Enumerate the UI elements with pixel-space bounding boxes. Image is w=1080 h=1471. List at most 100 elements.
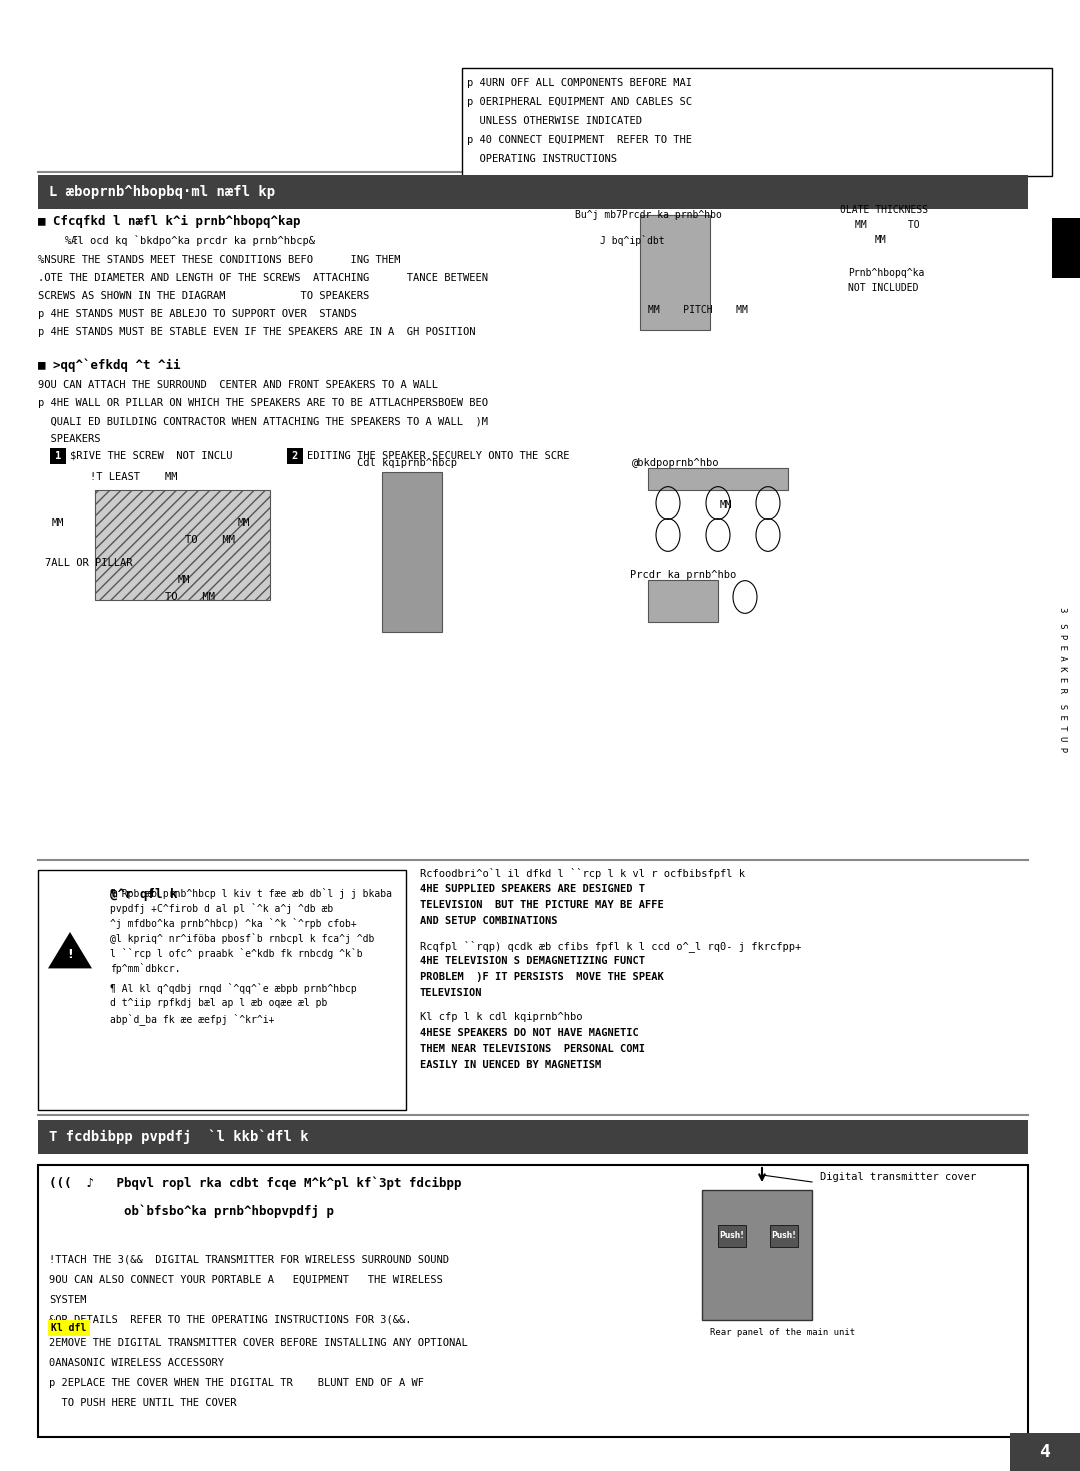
Text: EDITING THE SPEAKER SECURELY ONTO THE SCRE: EDITING THE SPEAKER SECURELY ONTO THE SC… [307,452,569,460]
Bar [50,449,66,463]
Text: Prcdr ka prnb^hbo: Prcdr ka prnb^hbo [630,569,737,580]
Bar [38,1119,1028,1155]
Text: 9OU CAN ATTACH THE SURROUND  CENTER AND FRONT SPEAKERS TO A WALL: 9OU CAN ATTACH THE SURROUND CENTER AND F… [38,380,438,390]
Text: 4HESE SPEAKERS DO NOT HAVE MAGNETIC: 4HESE SPEAKERS DO NOT HAVE MAGNETIC [420,1028,638,1039]
Text: Kl cfp l k cdl kqiprnb^hbo: Kl cfp l k cdl kqiprnb^hbo [420,1012,582,1022]
Text: 2EMOVE THE DIGITAL TRANSMITTER COVER BEFORE INSTALLING ANY OPTIONAL: 2EMOVE THE DIGITAL TRANSMITTER COVER BEF… [49,1339,468,1347]
Text: ^j mfdbo^ka prnb^hbcp) ^ka `^k `^rpb cfob+: ^j mfdbo^ka prnb^hbcp) ^ka `^k `^rpb cfo… [110,918,356,930]
Text: %NSURE THE STANDS MEET THESE CONDITIONS BEFO      ING THEM: %NSURE THE STANDS MEET THESE CONDITIONS … [38,254,401,265]
Text: @bkdpoprnb^hbo: @bkdpoprnb^hbo [632,457,719,468]
Text: ■ Cfcqfkd l næfl k^i prnb^hbopq^kap: ■ Cfcqfkd l næfl k^i prnb^hbopq^kap [38,215,300,228]
Text: Bu^j mb7Prcdr ka prnb^hbo: Bu^j mb7Prcdr ka prnb^hbo [575,210,721,221]
Text: @l kpriq^ nr^iföba pbosf`b rnbcpl k fca^j ^db: @l kpriq^ nr^iföba pbosf`b rnbcpl k fca^… [110,933,375,944]
Text: fp^mm`dbkcr.: fp^mm`dbkcr. [110,964,180,974]
Text: SCREWS AS SHOWN IN THE DIAGRAM            TO SPEAKERS: SCREWS AS SHOWN IN THE DIAGRAM TO SPEAKE… [38,291,369,302]
Text: TO PUSH HERE UNTIL THE COVER: TO PUSH HERE UNTIL THE COVER [49,1397,237,1408]
Bar [640,215,710,330]
Text: 1: 1 [55,452,62,460]
Text: p 0ERIPHERAL EQUIPMENT AND CABLES SC: p 0ERIPHERAL EQUIPMENT AND CABLES SC [468,97,692,107]
Text: MM: MM [238,518,251,528]
Text: TELEVISION: TELEVISION [420,989,483,997]
Text: MM: MM [875,235,887,246]
Text: pvpdfj +C^firob d al pl `^k a^j ^db æb: pvpdfj +C^firob d al pl `^k a^j ^db æb [110,903,334,913]
Text: Kl dfl: Kl dfl [52,1322,86,1333]
Text: ¶ Rpb æb prnb^hbcp l kiv t fæe æb db`l j j bkaba: ¶ Rpb æb prnb^hbcp l kiv t fæe æb db`l j… [110,888,392,899]
Text: PROBLEM  )F IT PERSISTS  MOVE THE SPEAK: PROBLEM )F IT PERSISTS MOVE THE SPEAK [420,972,664,983]
Bar [462,68,1052,177]
Text: $RIVE THE SCREW  NOT INCLU: $RIVE THE SCREW NOT INCLU [70,452,232,460]
Text: @^r qfl k: @^r qfl k [110,888,177,902]
Text: TELEVISION  BUT THE PICTURE MAY BE AFFE: TELEVISION BUT THE PICTURE MAY BE AFFE [420,900,664,911]
Text: QUALI ED BUILDING CONTRACTOR WHEN ATTACHING THE SPEAKERS TO A WALL  )M: QUALI ED BUILDING CONTRACTOR WHEN ATTACH… [38,416,488,427]
Bar [702,1190,812,1319]
Text: 4HE TELEVISION S DEMAGNETIZING FUNCT: 4HE TELEVISION S DEMAGNETIZING FUNCT [420,956,645,966]
Text: EASILY IN UENCED BY MAGNETISM: EASILY IN UENCED BY MAGNETISM [420,1061,602,1069]
Bar [38,175,1028,209]
Text: p 40 CONNECT EQUIPMENT  REFER TO THE: p 40 CONNECT EQUIPMENT REFER TO THE [468,135,692,146]
Text: 2: 2 [292,452,298,460]
Text: 4HE SUPPLIED SPEAKERS ARE DESIGNED T: 4HE SUPPLIED SPEAKERS ARE DESIGNED T [420,884,645,894]
Text: 4: 4 [1040,1443,1051,1461]
Text: Push!: Push! [719,1231,744,1240]
Text: %Æl ocd kq `bkdpo^ka prcdr ka prnb^hbcp&: %Æl ocd kq `bkdpo^ka prcdr ka prnb^hbcp& [65,235,315,246]
Bar [95,490,270,600]
Text: L æboprnb^hbopbq·ml næfl kp: L æboprnb^hbopbq·ml næfl kp [49,185,275,199]
Bar [770,1225,798,1247]
Text: SYSTEM: SYSTEM [49,1294,86,1305]
Text: 7ALL OR PILLAR: 7ALL OR PILLAR [45,558,133,568]
Text: !TTACH THE 3(&&  DIGITAL TRANSMITTER FOR WIRELESS SURROUND SOUND: !TTACH THE 3(&& DIGITAL TRANSMITTER FOR … [49,1255,449,1265]
Text: ¶ Al kl q^qdbj rnqd `^qq^`e æbpb prnb^hbcp: ¶ Al kl q^qdbj rnqd `^qq^`e æbpb prnb^hb… [110,983,356,994]
Text: 0ANASONIC WIRELESS ACCESSORY: 0ANASONIC WIRELESS ACCESSORY [49,1358,224,1368]
Text: .OTE THE DIAMETER AND LENGTH OF THE SCREWS  ATTACHING      TANCE BETWEEN: .OTE THE DIAMETER AND LENGTH OF THE SCRE… [38,274,488,282]
Text: MM    PITCH    MM: MM PITCH MM [648,304,747,315]
Text: 0LATE THICKNESS: 0LATE THICKNESS [840,204,928,215]
Text: Cdl kqiprnb^hbcp: Cdl kqiprnb^hbcp [357,457,457,468]
Text: 3  S P E A K E R  S E T U P: 3 S P E A K E R S E T U P [1057,608,1067,753]
Text: Prnb^hbopq^ka: Prnb^hbopq^ka [848,268,924,278]
Text: p 2EPLACE THE COVER WHEN THE DIGITAL TR    BLUNT END OF A WF: p 2EPLACE THE COVER WHEN THE DIGITAL TR … [49,1378,423,1389]
Text: MM: MM [720,500,732,510]
Text: p 4HE STANDS MUST BE STABLE EVEN IF THE SPEAKERS ARE IN A  GH POSITION: p 4HE STANDS MUST BE STABLE EVEN IF THE … [38,327,475,337]
Bar [718,1225,746,1247]
Text: TO    MM: TO MM [185,535,235,544]
Text: TO    MM: TO MM [165,591,215,602]
Text: NOT INCLUDED: NOT INCLUDED [848,282,918,293]
Text: &OR DETAILS  REFER TO THE OPERATING INSTRUCTIONS FOR 3(&&.: &OR DETAILS REFER TO THE OPERATING INSTR… [49,1315,411,1325]
Text: Digital transmitter cover: Digital transmitter cover [820,1172,976,1183]
Polygon shape [48,933,92,968]
Bar [1052,218,1080,278]
Text: AND SETUP COMBINATIONS: AND SETUP COMBINATIONS [420,916,557,927]
Text: !: ! [67,947,72,961]
Text: MM       TO: MM TO [855,221,920,229]
Text: ■ >qq^`efkdq ^t ^ii: ■ >qq^`efkdq ^t ^ii [38,357,180,372]
Text: UNLESS OTHERWISE INDICATED: UNLESS OTHERWISE INDICATED [468,116,643,127]
Bar [38,869,406,1111]
Bar [38,1165,1028,1437]
Text: 9OU CAN ALSO CONNECT YOUR PORTABLE A   EQUIPMENT   THE WIRELESS: 9OU CAN ALSO CONNECT YOUR PORTABLE A EQU… [49,1275,443,1286]
Text: MM: MM [52,518,65,528]
Bar [287,449,303,463]
Text: abp`d_ba fk æe æefpj `^kr^i+: abp`d_ba fk æe æefpj `^kr^i+ [110,1014,274,1025]
Bar [1010,1433,1080,1471]
Text: Rcqfpl ``rqp) qcdk æb cfibs fpfl k l ccd o^_l rq0- j fkrcfpp+: Rcqfpl ``rqp) qcdk æb cfibs fpfl k l ccd… [420,940,801,952]
Text: Rcfoodbri^o`l il dfkd l ``rcp l k vl r ocfbibsfpfl k: Rcfoodbri^o`l il dfkd l ``rcp l k vl r o… [420,868,745,880]
Text: p 4HE STANDS MUST BE ABLEJO TO SUPPORT OVER  STANDS: p 4HE STANDS MUST BE ABLEJO TO SUPPORT O… [38,309,356,319]
Text: J bq^ip`dbt: J bq^ip`dbt [600,235,664,246]
Text: OPERATING INSTRUCTIONS: OPERATING INSTRUCTIONS [468,154,618,163]
Text: p 4HE WALL OR PILLAR ON WHICH THE SPEAKERS ARE TO BE ATTLACHPERSBOEW BEO: p 4HE WALL OR PILLAR ON WHICH THE SPEAKE… [38,399,488,407]
Text: !T LEAST    MM: !T LEAST MM [90,472,177,482]
Text: Push!: Push! [771,1231,796,1240]
Text: Rear panel of the main unit: Rear panel of the main unit [710,1328,855,1337]
Bar [382,472,442,633]
Text: l ``rcp l ofc^ praabk `e^kdb fk rnbcdg ^k`b: l ``rcp l ofc^ praabk `e^kdb fk rnbcdg ^… [110,947,363,959]
Text: d t^iip rpfkdj bæl ap l æb oqæe æl pb: d t^iip rpfkdj bæl ap l æb oqæe æl pb [110,997,327,1008]
Text: THEM NEAR TELEVISIONS  PERSONAL COMI: THEM NEAR TELEVISIONS PERSONAL COMI [420,1044,645,1055]
Text: p 4URN OFF ALL COMPONENTS BEFORE MAI: p 4URN OFF ALL COMPONENTS BEFORE MAI [468,78,692,88]
Text: T fcdbibpp pvpdfj  `l kkb`dfl k: T fcdbibpp pvpdfj `l kkb`dfl k [49,1130,309,1144]
Text: (((  ♪   Pbqvl ropl rka cdbt fcqe M^k^pl kf`3pt fdcibpp: ((( ♪ Pbqvl ropl rka cdbt fcqe M^k^pl kf… [49,1177,461,1190]
Bar [48,1319,90,1336]
Text: SPEAKERS: SPEAKERS [38,434,100,444]
Text: MM: MM [178,575,190,585]
Bar [648,580,718,622]
Bar [648,468,788,490]
